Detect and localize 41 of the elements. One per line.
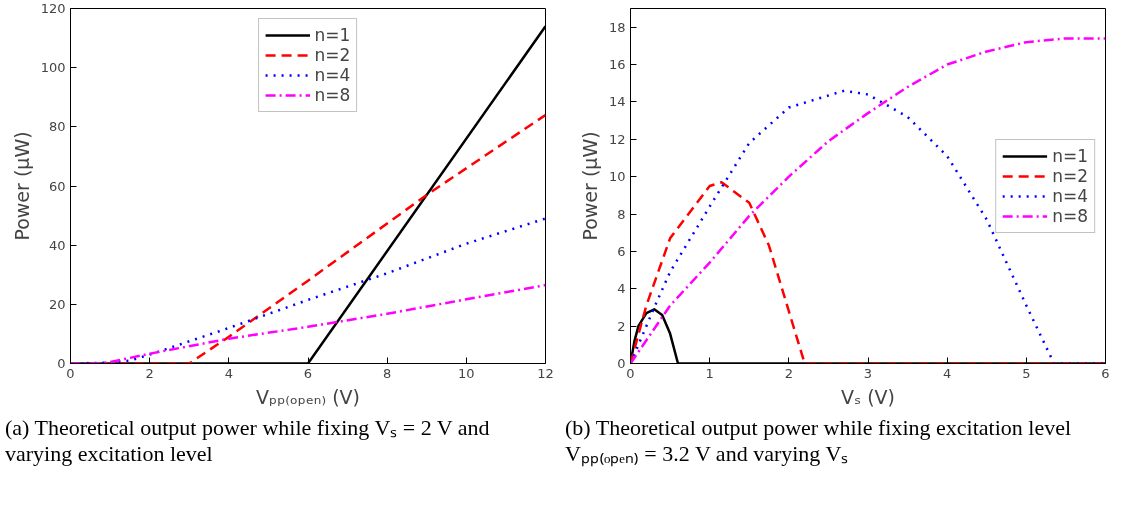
x-tick-label: 8: [383, 365, 392, 381]
legend-label: n=2: [314, 45, 351, 65]
x-tick-label: 6: [1101, 365, 1110, 381]
y-tick-label: 16: [608, 57, 626, 73]
text: (b) Theoretical output power while fixing excitation level Vₚₚ₍ₒₚₑₙ₎ = 3.2 V and varying Vₛ: [565, 415, 1073, 468]
x-tick-label: 6: [303, 365, 313, 381]
y-tick-label: 120: [40, 1, 66, 16]
x-axis-title: Vₛ (V): [841, 385, 895, 408]
y-tick-label: 40: [48, 237, 66, 253]
y-tick-label: 12: [608, 131, 626, 147]
y-tick-label: 80: [48, 119, 66, 135]
y-tick-label: 20: [48, 296, 66, 312]
x-axis-title: Vₚₚ₍ₒₚₑₙ₎ (V): [256, 385, 360, 408]
x-tick-label: 12: [537, 365, 554, 381]
legend-label: n=1: [1052, 145, 1088, 166]
y-tick-label: 100: [40, 60, 66, 76]
x-tick-label: 10: [458, 365, 475, 381]
y-axis-title: Power (μW): [578, 131, 601, 241]
legend-label: n=4: [314, 65, 351, 85]
y-tick-label: 4: [617, 281, 626, 297]
y-axis-title: Power (μW): [10, 131, 33, 241]
y-tick-label: 2: [617, 318, 626, 334]
x-tick-label: 4: [224, 365, 233, 381]
text: (a) Theoretical output power while fixing Vₛ = 2 V and varying excitation level: [5, 415, 491, 468]
legend-label: n=8: [314, 85, 351, 105]
legend-label: n=2: [1052, 165, 1088, 186]
legend-label: n=1: [314, 25, 351, 45]
y-tick-label: 60: [48, 178, 66, 194]
x-tick-label: 1: [705, 365, 714, 381]
x-tick-label: 3: [863, 365, 873, 381]
x-tick-label: 2: [145, 365, 154, 381]
y-tick-label: 10: [608, 169, 626, 185]
legend-label: n=8: [1052, 205, 1088, 226]
y-tick-label: 6: [617, 243, 626, 259]
y-tick-label: 18: [608, 19, 626, 35]
legend-label: n=4: [1052, 185, 1088, 206]
x-tick-label: 5: [1022, 365, 1031, 381]
x-tick-label: 4: [943, 365, 952, 381]
x-tick-label: 2: [784, 365, 793, 381]
y-tick-label: 14: [608, 94, 626, 110]
y-tick-label: 8: [617, 206, 626, 222]
